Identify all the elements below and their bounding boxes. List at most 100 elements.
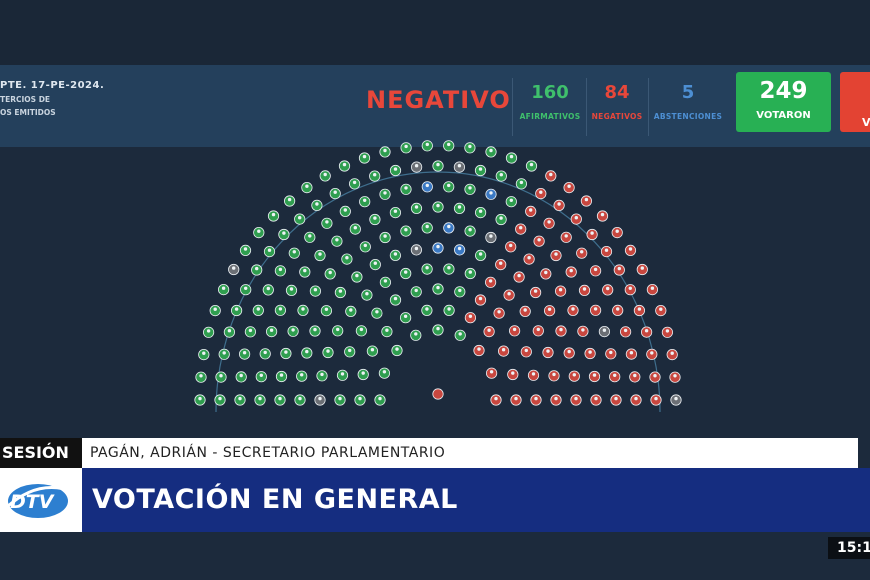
- seat-figure-icon: [468, 144, 472, 149]
- seat-figure-icon: [519, 226, 523, 230]
- seat-figure-icon: [468, 186, 472, 190]
- seat-figure-icon: [298, 216, 302, 220]
- seat-figure-icon: [602, 328, 607, 332]
- seat-figure-icon: [554, 396, 558, 401]
- seat-figure-icon: [436, 203, 440, 208]
- seat-figure-icon: [404, 144, 408, 149]
- seat-figure-icon: [363, 198, 367, 202]
- seat-figure-icon: [533, 289, 538, 293]
- seat-figure-icon: [572, 373, 576, 377]
- seat-figure-icon: [523, 308, 527, 312]
- seat-figure-icon: [478, 252, 483, 256]
- seat-figure-icon: [361, 371, 365, 375]
- seat-figure-icon: [287, 197, 292, 202]
- seat-figure-icon: [313, 327, 317, 332]
- seat-figure-icon: [349, 308, 353, 312]
- seat-figure-icon: [338, 396, 342, 401]
- logo-text: DTV: [10, 491, 55, 513]
- seat-figure-icon: [478, 209, 483, 213]
- seat-figure-icon: [363, 243, 367, 248]
- seat-figure-icon: [593, 267, 598, 272]
- seat-figure-icon: [383, 234, 387, 238]
- seat-figure-icon: [447, 183, 451, 188]
- seat-figure-icon: [499, 261, 503, 265]
- votaron-box: 249 VOTARON: [736, 72, 831, 132]
- seat-figure-icon: [199, 374, 203, 378]
- seat-figure-icon: [378, 396, 382, 401]
- seat-figure-icon: [404, 270, 408, 274]
- seat-figure-icon: [404, 186, 408, 190]
- afirmativos-stat: 160 AFIRMATIVOS: [518, 82, 582, 121]
- seat-figure-icon: [477, 347, 481, 351]
- seat-figure-icon: [218, 396, 222, 401]
- seat-figure-icon: [487, 328, 491, 332]
- seat-figure-icon: [243, 247, 248, 251]
- seat-figure-icon: [659, 307, 663, 311]
- seat-figure-icon: [531, 372, 536, 376]
- seat-figure-icon: [278, 396, 282, 401]
- seat-figure-icon: [385, 328, 389, 332]
- seat-figure-icon: [581, 328, 585, 332]
- seat-figure-icon: [403, 314, 408, 318]
- seat-figure-icon: [665, 329, 670, 333]
- seat-figure-icon: [592, 373, 597, 377]
- seat-figure-icon: [606, 286, 610, 291]
- seat-group: [194, 140, 682, 406]
- seat-figure-icon: [588, 350, 592, 354]
- seat-figure-icon: [404, 228, 408, 232]
- seat-figure-icon: [414, 205, 419, 209]
- seat-figure-icon: [569, 268, 573, 273]
- seat-figure-icon: [617, 266, 621, 271]
- seat-figure-icon: [436, 285, 440, 290]
- seat-figure-icon: [509, 243, 513, 248]
- seat-figure-icon: [539, 190, 543, 194]
- top-band: [0, 0, 870, 65]
- seat-figure-icon: [673, 374, 677, 378]
- seat-figure-icon: [623, 328, 628, 333]
- seat-figure-icon: [320, 372, 324, 377]
- seat-figure-icon: [353, 226, 357, 230]
- seat-figure-icon: [489, 191, 493, 195]
- seat-figure-icon: [447, 266, 451, 270]
- seat-figure-icon: [478, 296, 483, 301]
- seat-figure-icon: [338, 289, 343, 293]
- seat-figure-icon: [524, 348, 528, 353]
- seat-figure-icon: [564, 234, 568, 238]
- seat-figure-icon: [393, 209, 398, 213]
- seat-figure-icon: [263, 350, 267, 355]
- divider: [586, 78, 587, 136]
- seat-figure-icon: [282, 231, 286, 235]
- seat-figure-icon: [552, 372, 556, 377]
- seat-figure-icon: [383, 191, 387, 195]
- seat-figure-icon: [640, 266, 644, 270]
- seat-figure-icon: [436, 326, 440, 331]
- session-label: SESIÓN: [0, 438, 82, 468]
- seat-figure-icon: [348, 348, 352, 353]
- seat-figure-icon: [637, 307, 642, 311]
- seat-figure-icon: [425, 307, 429, 311]
- hemicycle-chart: [194, 140, 682, 413]
- seat-figure-icon: [613, 373, 617, 377]
- afirmativos-count: 160: [531, 82, 569, 103]
- seat-figure-icon: [425, 183, 429, 188]
- negativos-count: 84: [604, 82, 630, 103]
- majority-base: OS EMITIDOS: [0, 108, 56, 117]
- hemicycle-outline: [215, 171, 661, 413]
- seat-figure-icon: [305, 184, 309, 188]
- seat-figure-icon: [489, 370, 494, 374]
- seat-figure-icon: [342, 162, 347, 167]
- seat-figure-icon: [234, 307, 239, 311]
- seat-figure-icon: [458, 288, 462, 293]
- seat-figure-icon: [222, 351, 226, 355]
- seat-figure-icon: [358, 396, 362, 401]
- seat-figure-icon: [242, 351, 247, 355]
- seat-figure-icon: [558, 288, 563, 292]
- seat-figure-icon: [315, 202, 319, 206]
- abstenciones-count: 5: [681, 82, 695, 103]
- seat-figure-icon: [674, 396, 678, 401]
- seat-figure-icon: [529, 208, 533, 212]
- seat-figure-icon: [313, 288, 318, 292]
- seat-figure-icon: [534, 396, 538, 401]
- seat-figure-icon: [633, 373, 637, 378]
- seat-figure-icon: [497, 310, 501, 314]
